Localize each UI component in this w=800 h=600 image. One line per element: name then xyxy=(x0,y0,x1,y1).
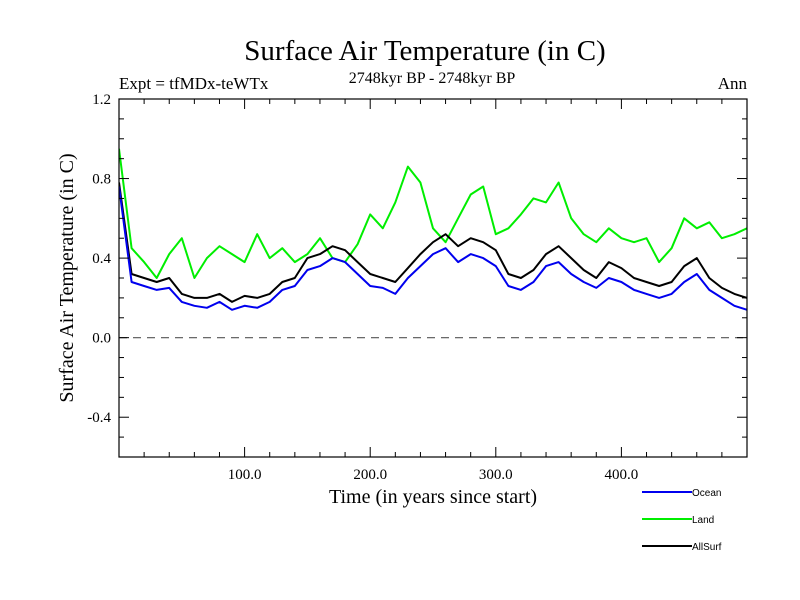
y-tick-label: 0.8 xyxy=(92,172,111,188)
y-tick-label: -0.4 xyxy=(87,410,111,426)
experiment-label: Expt = tfMDx-teWTx xyxy=(119,74,269,93)
legend: Ocean Land AllSurf xyxy=(642,488,722,553)
x-axis: 100.0 200.0 300.0 400.0 xyxy=(143,99,723,483)
legend-label-land: Land xyxy=(692,515,714,526)
series-line-land xyxy=(119,148,747,279)
chart-title: Surface Air Temperature (in C) xyxy=(244,35,605,67)
series-layer xyxy=(119,148,747,311)
y-axis: -0.4 0.0 0.4 0.8 1.2 xyxy=(87,92,747,458)
legend-label-allsurf: AllSurf xyxy=(692,542,722,553)
y-axis-label: Surface Air Temperature (in C) xyxy=(56,153,78,402)
series-line-ocean xyxy=(119,186,747,311)
y-tick-label: 1.2 xyxy=(92,92,111,108)
x-axis-label: Time (in years since start) xyxy=(329,486,537,508)
x-tick-label: 300.0 xyxy=(479,467,513,483)
x-tick-label: 400.0 xyxy=(605,467,639,483)
x-tick-label: 200.0 xyxy=(353,467,387,483)
y-tick-label: 0.0 xyxy=(92,331,111,347)
y-tick-label: 0.4 xyxy=(92,251,111,267)
chart-subtitle: 2748kyr BP - 2748kyr BP xyxy=(349,70,516,87)
legend-label-ocean: Ocean xyxy=(692,488,721,499)
season-label: Ann xyxy=(718,74,748,93)
plot-area xyxy=(118,98,748,458)
series-line-allsurf xyxy=(119,182,747,303)
x-tick-label: 100.0 xyxy=(228,467,262,483)
